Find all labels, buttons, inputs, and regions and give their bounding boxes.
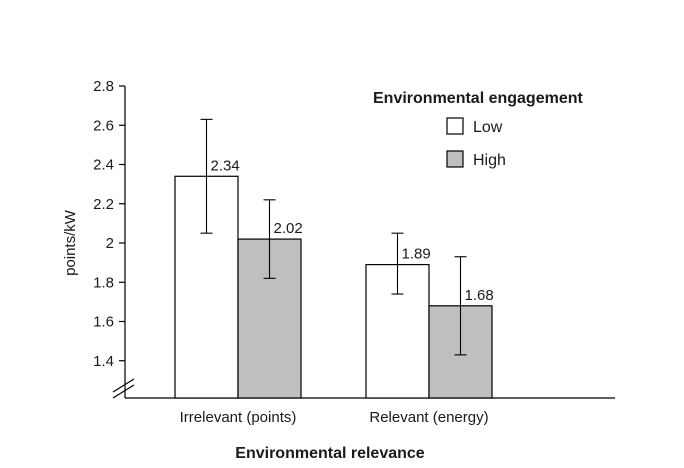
legend-items: Low High <box>446 117 506 169</box>
y-tick-label: 1.6 <box>93 314 114 331</box>
data-label: 1.68 <box>465 287 494 304</box>
category-labels: Irrelevant (points) Relevant (energy) <box>180 409 489 426</box>
y-tick-label: 2 <box>106 235 114 252</box>
legend-swatch-low <box>446 117 464 135</box>
data-label: 1.89 <box>402 246 431 263</box>
legend-swatch-high <box>446 150 464 168</box>
y-tick-label: 2.4 <box>93 157 114 174</box>
error-bars <box>200 118 467 356</box>
data-label: 2.34 <box>211 157 240 174</box>
bars <box>174 175 493 399</box>
axis-break-mark <box>112 384 135 399</box>
y-tick-label: 2.6 <box>93 117 114 134</box>
y-tick-label: 1.4 <box>93 353 114 370</box>
y-tick-label: 2.2 <box>93 196 114 213</box>
legend-label-high: High <box>473 152 506 169</box>
x-axis-label: Environmental relevance <box>235 445 425 462</box>
legend: Environmental engagement Low High <box>373 90 583 169</box>
legend-title: Environmental engagement <box>373 90 583 107</box>
y-tick-label: 2.8 <box>93 78 114 95</box>
data-label: 2.02 <box>274 220 303 237</box>
legend-label-low: Low <box>473 119 503 136</box>
y-ticks: 1.4 1.6 1.8 2 2.2 2.4 2.6 2.8 <box>93 78 125 370</box>
axis-break-mark <box>112 378 135 393</box>
data-labels: 2.34 2.02 1.89 1.68 <box>211 157 494 304</box>
y-axis-label: points/kW <box>62 209 79 276</box>
y-tick-label: 1.8 <box>93 274 114 291</box>
category-label: Relevant (energy) <box>369 409 488 426</box>
category-label: Irrelevant (points) <box>180 409 297 426</box>
